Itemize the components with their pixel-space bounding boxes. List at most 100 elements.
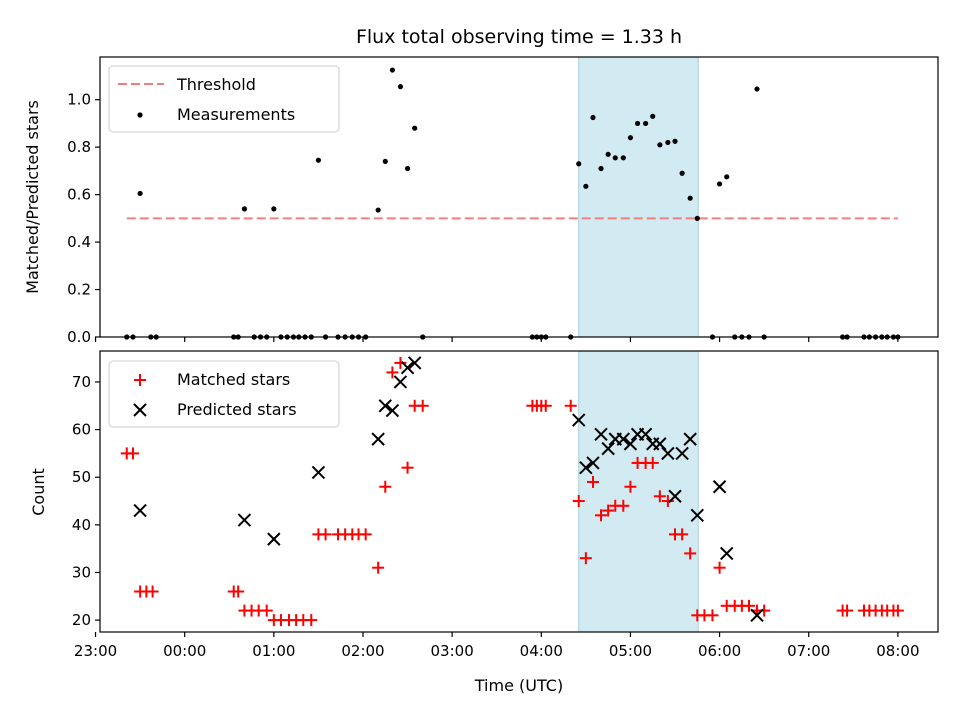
y-tick-label: 40 bbox=[72, 516, 91, 534]
matched-star-marker bbox=[386, 366, 399, 379]
bottom-plot-frame bbox=[99, 350, 939, 633]
matched-star-marker bbox=[624, 480, 637, 493]
measurement-point bbox=[241, 206, 248, 212]
top-legend-box bbox=[108, 65, 340, 133]
predicted-star-marker bbox=[371, 432, 385, 446]
measurement-point bbox=[620, 155, 626, 161]
predicted-star-marker bbox=[661, 446, 675, 461]
predicted-star-marker bbox=[690, 508, 705, 523]
threshold-legend-label: Threshold bbox=[176, 75, 256, 94]
matched-star-marker bbox=[146, 585, 159, 598]
matched-star-marker bbox=[232, 585, 245, 598]
matched-star-marker bbox=[595, 509, 608, 522]
matched-legend-swatch bbox=[134, 374, 146, 386]
predicted-star-marker bbox=[400, 360, 415, 375]
measurement-point bbox=[724, 174, 730, 180]
bottom-predicted-points bbox=[133, 356, 764, 623]
matched-star-marker bbox=[319, 528, 332, 541]
y-tick-label: 70 bbox=[72, 373, 91, 391]
predicted-star-marker bbox=[601, 441, 615, 456]
measurements-legend-label: Measurements bbox=[177, 105, 295, 124]
matched-star-marker bbox=[646, 456, 659, 469]
y-tick-label: 0.6 bbox=[67, 186, 91, 204]
top-y-axis-label: Matched/Predicted stars bbox=[23, 100, 42, 294]
x-axis-label: Time (UTC) bbox=[474, 676, 563, 695]
bottom-y-axis-label: Count bbox=[29, 468, 48, 516]
matched-star-marker bbox=[372, 561, 385, 574]
predicted-star-marker bbox=[683, 432, 697, 446]
predicted-star-marker bbox=[594, 427, 608, 442]
measurement-point bbox=[576, 161, 582, 167]
measurement-point bbox=[598, 165, 604, 172]
measurement-point bbox=[657, 142, 663, 148]
top-measurement-points bbox=[124, 67, 901, 340]
y-tick-label: 0.0 bbox=[67, 328, 91, 346]
bottom-legend: Matched stars Predicted stars bbox=[108, 360, 340, 428]
matched-star-marker bbox=[743, 599, 756, 612]
y-tick-label: 0.8 bbox=[67, 138, 91, 156]
matched-star-marker bbox=[617, 499, 630, 512]
matched-star-marker bbox=[305, 614, 318, 627]
x-tick-label: 08:00 bbox=[876, 642, 919, 660]
predicted-legend-swatch bbox=[133, 403, 147, 417]
top-shaded-window bbox=[578, 56, 699, 338]
bottom-panel: 20 30 40 50 60 70 23:00 00:00 01:00 02:00 03:00 04… bbox=[29, 350, 939, 695]
matched-star-marker bbox=[539, 399, 552, 412]
measurement-point bbox=[375, 207, 381, 213]
y-tick-label: 0.2 bbox=[67, 281, 91, 299]
predicted-star-marker bbox=[579, 460, 593, 475]
measurement-point bbox=[679, 170, 685, 176]
measurement-point bbox=[754, 86, 760, 92]
top-panel: 0.0 0.2 0.4 0.6 0.8 1.0 Matched/Predicted sta… bbox=[23, 56, 939, 346]
measurement-point bbox=[389, 67, 396, 73]
measurement-point bbox=[642, 120, 649, 127]
predicted-star-marker bbox=[638, 427, 653, 442]
measurement-point bbox=[583, 183, 589, 189]
measurement-point bbox=[404, 165, 411, 172]
chart-title: Flux total observing time = 1.33 h bbox=[356, 26, 682, 48]
x-tick-label: 05:00 bbox=[609, 642, 652, 660]
measurement-point bbox=[605, 151, 611, 157]
matched-star-marker bbox=[126, 447, 139, 460]
measurement-point bbox=[590, 114, 596, 121]
predicted-star-marker bbox=[267, 532, 281, 546]
matched-star-marker bbox=[661, 495, 674, 508]
y-tick-label: 1.0 bbox=[67, 91, 91, 109]
matched-legend-label: Matched stars bbox=[177, 370, 290, 389]
x-tick-label: 00:00 bbox=[163, 642, 206, 660]
measurement-point bbox=[672, 138, 678, 144]
predicted-star-marker bbox=[623, 437, 638, 451]
measurement-point bbox=[694, 215, 700, 221]
measurement-point bbox=[271, 206, 277, 212]
matched-star-marker bbox=[653, 490, 666, 503]
y-tick-label: 60 bbox=[72, 421, 91, 439]
matched-star-marker bbox=[713, 561, 726, 574]
y-tick-label: 0.4 bbox=[67, 233, 91, 251]
measurements-legend-swatch bbox=[137, 112, 143, 118]
matched-star-marker bbox=[891, 604, 904, 617]
matched-star-marker bbox=[758, 604, 771, 617]
matched-star-marker bbox=[260, 604, 273, 617]
measurement-point bbox=[412, 125, 418, 131]
measurement-point bbox=[634, 120, 641, 127]
matched-star-marker bbox=[684, 547, 697, 560]
measurement-point bbox=[137, 190, 143, 197]
predicted-star-marker bbox=[393, 375, 408, 389]
matched-star-marker bbox=[706, 609, 719, 622]
bottom-x-axis-ticks: 23:00 00:00 01:00 02:00 03:00 04:00 05:00 06:00… bbox=[74, 632, 920, 660]
predicted-star-marker bbox=[720, 546, 734, 561]
predicted-star-marker bbox=[616, 432, 631, 446]
matched-star-marker bbox=[401, 461, 414, 474]
predicted-star-marker bbox=[586, 456, 600, 470]
predicted-star-marker bbox=[668, 489, 682, 503]
matched-star-marker bbox=[379, 480, 392, 493]
top-plot-frame bbox=[99, 56, 939, 338]
matched-star-marker bbox=[416, 399, 429, 412]
y-tick-label: 20 bbox=[72, 611, 91, 629]
measurement-point bbox=[397, 84, 404, 90]
bottom-matched-points bbox=[120, 356, 904, 627]
matched-star-marker bbox=[572, 495, 585, 508]
matched-star-marker bbox=[841, 604, 854, 617]
predicted-star-marker bbox=[133, 503, 147, 518]
